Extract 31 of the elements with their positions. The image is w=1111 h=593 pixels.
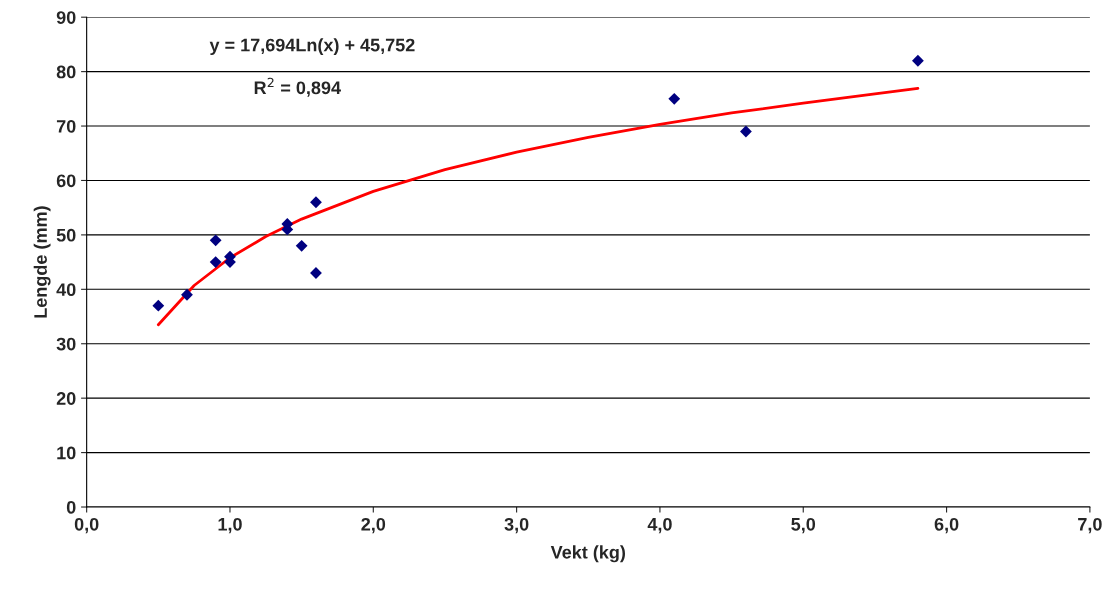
- point: [912, 54, 924, 67]
- point: [295, 239, 308, 252]
- y-tick-label: 0: [66, 500, 76, 514]
- point: [740, 125, 752, 138]
- x-tick-label: 3,0: [504, 517, 529, 534]
- point: [310, 196, 322, 209]
- x-tick-label: 2,0: [361, 517, 386, 534]
- x-tick-label: 0,0: [74, 517, 99, 534]
- point: [209, 256, 222, 268]
- y-tick-label: 90: [56, 11, 76, 24]
- point: [152, 299, 165, 312]
- x-tick-label: 6,0: [934, 517, 959, 534]
- x-tick-label: 7,0: [1078, 517, 1102, 534]
- y-tick-label: 50: [56, 228, 76, 242]
- y-axis-title: Lengde (mm): [33, 206, 51, 318]
- y-tick-label: 30: [56, 337, 76, 351]
- x-tick-label: 1,0: [218, 517, 242, 534]
- x-tick-label: 4,0: [647, 517, 672, 534]
- y-tick-label: 20: [56, 392, 76, 405]
- point: [209, 234, 222, 247]
- x-tick-label: 5,0: [791, 517, 816, 534]
- y-tick-label: 80: [56, 65, 76, 79]
- annotation: y = 17,694Ln(x) + 45,752: [209, 38, 415, 55]
- annotation: R$^{2}$ = 0,894: [254, 77, 341, 97]
- y-tick-label: 40: [56, 283, 76, 297]
- y-tick-label: 60: [56, 174, 76, 188]
- y-tick-label: 70: [56, 119, 76, 133]
- y-tick-label: 10: [57, 446, 76, 460]
- point: [181, 288, 193, 301]
- x-axis-title: Vekt (kg): [550, 545, 626, 563]
- point: [668, 92, 681, 105]
